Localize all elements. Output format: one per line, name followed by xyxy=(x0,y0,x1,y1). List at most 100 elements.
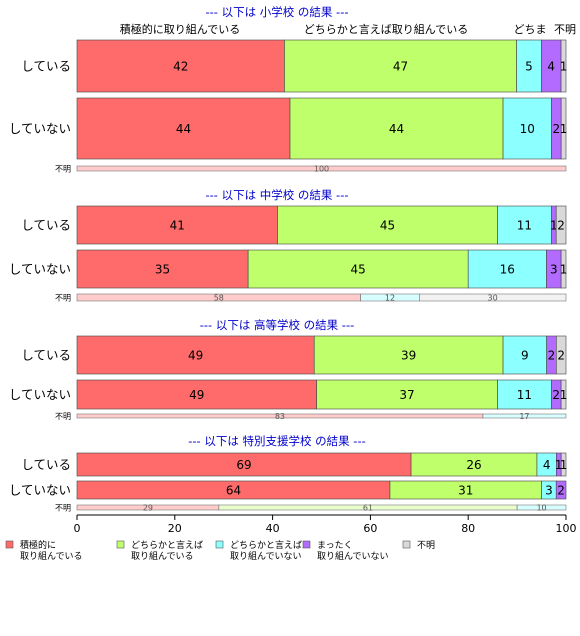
bar-segment xyxy=(289,97,504,160)
unknown-row-label: 不明 xyxy=(55,504,71,513)
bar-value-label: 1 xyxy=(560,122,568,136)
bar-value-label: 35 xyxy=(155,263,170,277)
legend-swatch xyxy=(215,540,224,549)
bar-value-label: 5 xyxy=(525,60,533,74)
bar-value-label: 2 xyxy=(557,484,565,498)
bar-segment xyxy=(467,249,547,289)
unknown-bar-value-label: 10 xyxy=(536,504,546,513)
bar-value-label: 26 xyxy=(466,458,481,472)
row-label: している xyxy=(21,59,71,74)
row-label: している xyxy=(21,348,71,363)
unknown-bar-segment xyxy=(516,504,567,511)
bar-value-label: 2 xyxy=(548,349,556,363)
legend-swatch xyxy=(402,540,411,549)
unknown-row-label: 不明 xyxy=(55,412,71,421)
bar-value-label: 1 xyxy=(560,263,568,277)
unknown-bar-value-label: 100 xyxy=(314,165,329,174)
bar-value-label: 3 xyxy=(545,484,553,498)
bar-value-label: 16 xyxy=(500,263,515,277)
panel-title: --- 以下は 高等学校 の結果 --- xyxy=(200,318,355,332)
row-label: していない xyxy=(9,483,71,498)
column-header-label: どちま xyxy=(514,23,547,36)
bar-segment xyxy=(316,379,498,410)
bar-segment xyxy=(76,205,278,245)
bar-value-label: 37 xyxy=(399,388,414,402)
bar-segment xyxy=(277,205,498,245)
row-label: していない xyxy=(9,387,71,402)
bar-segment xyxy=(76,39,285,93)
x-axis-tick-label: 40 xyxy=(266,522,280,535)
unknown-bar-value-label: 17 xyxy=(519,412,529,421)
row-label: している xyxy=(21,218,71,233)
panel-title: --- 以下は 小学校 の結果 --- xyxy=(205,5,348,19)
bar-segment xyxy=(76,97,291,160)
bar-segment xyxy=(516,39,542,93)
bar-value-label: 69 xyxy=(236,458,251,472)
bar-value-label: 10 xyxy=(520,122,535,136)
bar-segment xyxy=(560,379,567,410)
row-label: していない xyxy=(9,121,71,136)
bar-value-label: 1 xyxy=(560,458,568,472)
panel-title: --- 以下は 中学校 の結果 --- xyxy=(205,188,348,202)
bar-segment xyxy=(313,335,504,375)
unknown-bar-segment xyxy=(482,413,567,419)
panel-title: --- 以下は 特別支援学校 の結果 --- xyxy=(188,434,366,448)
bar-value-label: 44 xyxy=(176,122,191,136)
legend-label: どちらかと言えば xyxy=(230,539,302,551)
bar-value-label: 31 xyxy=(458,484,473,498)
bar-value-label: 3 xyxy=(550,263,558,277)
bar-value-label: 49 xyxy=(188,349,203,363)
unknown-bar-value-label: 12 xyxy=(385,294,395,303)
bar-value-label: 1 xyxy=(560,60,568,74)
bar-segment xyxy=(560,452,567,477)
unknown-row-label: 不明 xyxy=(55,294,71,303)
x-axis-tick-label: 20 xyxy=(168,522,182,535)
bar-segment xyxy=(556,335,567,375)
bar-segment xyxy=(502,97,552,160)
legend-label: 取り組んでいる xyxy=(20,550,83,562)
bar-value-label: 39 xyxy=(401,349,416,363)
bar-value-label: 45 xyxy=(351,263,366,277)
legend-swatch xyxy=(116,540,125,549)
bar-segment xyxy=(76,335,315,375)
unknown-bar-value-label: 61 xyxy=(363,504,373,513)
bar-segment xyxy=(555,205,567,245)
bar-segment xyxy=(284,39,517,93)
bar-value-label: 4 xyxy=(547,60,555,74)
bar-value-label: 64 xyxy=(226,484,241,498)
bar-value-label: 2 xyxy=(557,219,565,233)
unknown-bar-segment xyxy=(76,165,567,172)
legend-swatch xyxy=(302,540,311,549)
legend-label: 取り組んでいない xyxy=(230,550,302,562)
x-axis-tick-label: 100 xyxy=(556,522,577,535)
bar-value-label: 41 xyxy=(170,219,185,233)
bar-value-label: 44 xyxy=(389,122,404,136)
column-header-label: どちらかと言えば取り組んでいる xyxy=(304,23,468,36)
bar-value-label: 4 xyxy=(543,458,551,472)
column-header-label: 不明 xyxy=(554,23,576,36)
bar-value-label: 42 xyxy=(173,60,188,74)
bar-value-label: 2 xyxy=(557,349,565,363)
x-axis-tick-label: 0 xyxy=(74,522,81,535)
unknown-row-label: 不明 xyxy=(55,165,71,174)
bar-value-label: 2 xyxy=(552,122,560,136)
row-label: していない xyxy=(9,262,71,277)
legend-label: 不明 xyxy=(417,540,435,551)
legend-label: 取り組んでいない xyxy=(317,550,389,562)
x-axis-tick-label: 80 xyxy=(461,522,475,535)
bar-segment xyxy=(76,379,317,410)
unknown-bar-value-label: 58 xyxy=(214,294,224,303)
x-axis-tick-label: 60 xyxy=(363,522,377,535)
bar-segment xyxy=(497,205,552,245)
bar-value-label: 11 xyxy=(517,219,532,233)
bar-value-label: 1 xyxy=(560,388,568,402)
bar-segment xyxy=(247,249,469,289)
bar-value-label: 1 xyxy=(550,219,558,233)
legend-label: どちらかと言えば xyxy=(131,539,203,551)
bar-segment xyxy=(560,249,567,289)
row-label: している xyxy=(21,457,71,472)
legend-label: 取り組んでいる xyxy=(131,550,194,562)
bar-value-label: 11 xyxy=(517,388,532,402)
bar-segment xyxy=(497,379,552,410)
